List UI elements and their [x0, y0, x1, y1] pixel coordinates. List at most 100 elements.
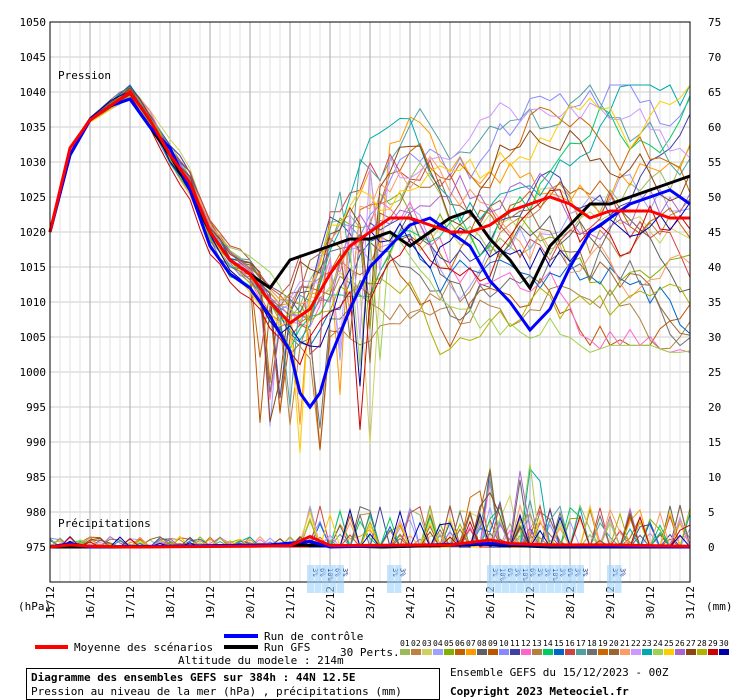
right-tick-label: 55 — [708, 156, 721, 169]
member-pressure-line-28 — [49, 91, 691, 356]
snow-marker — [494, 565, 502, 593]
snow-marker — [524, 565, 532, 593]
run-label: Ensemble GEFS du 15/12/2023 - 00Z — [450, 666, 669, 679]
snow-prob-label: 3% — [399, 568, 407, 577]
right-tick-label: 60 — [708, 121, 721, 134]
member-legend-swatch — [477, 649, 487, 655]
right-tick-label: 10 — [708, 471, 721, 484]
snow-prob-label: 3% — [619, 568, 627, 577]
member-legend-swatch — [433, 649, 443, 655]
left-tick-label: 980 — [26, 506, 46, 519]
snow-marker — [539, 565, 547, 593]
left-tick-label: 1035 — [20, 121, 47, 134]
snow-marker — [509, 565, 517, 593]
member-legend-swatch — [598, 649, 608, 655]
member-legend-swatch — [653, 649, 663, 655]
left-tick-label: 1030 — [20, 156, 47, 169]
snow-marker — [554, 565, 562, 593]
snow-marker — [607, 565, 614, 593]
copyright: Copyright 2023 Meteociel.fr — [450, 685, 629, 698]
snow-marker — [394, 565, 402, 593]
right-tick-label: 65 — [708, 86, 721, 99]
member-pressure-line-12 — [49, 87, 691, 400]
snow-marker — [532, 565, 539, 593]
legend-perts-label: 30 Perts. — [340, 646, 400, 659]
x-tick-label: 24/12 — [404, 586, 417, 619]
member-legend-id: 21 — [620, 639, 630, 648]
member-legend-swatch — [444, 649, 454, 655]
left-tick-label: 1000 — [20, 366, 47, 379]
mean-pressure-line — [48, 89, 690, 325]
x-tick-label: 22/12 — [324, 586, 337, 619]
x-tick-label: 15/12 — [44, 586, 57, 619]
right-tick-label: 35 — [708, 296, 721, 309]
snow-marker — [307, 565, 314, 593]
member-legend-id: 11 — [510, 639, 520, 648]
member-legend-id: 13 — [532, 639, 542, 648]
left-tick-label: 1020 — [20, 226, 47, 239]
member-legend-swatch — [554, 649, 564, 655]
left-tick-label: 1015 — [20, 261, 47, 274]
member-legend-swatch — [708, 649, 718, 655]
right-unit: (mm) — [706, 600, 733, 613]
snow-marker — [387, 565, 394, 593]
member-legend-id: 29 — [708, 639, 718, 648]
precip-label: Précipitations — [58, 517, 151, 530]
member-legend-id: 28 — [697, 639, 707, 648]
member-legend-id: 15 — [554, 639, 564, 648]
member-legend-swatch — [565, 649, 575, 655]
snow-marker — [502, 565, 509, 593]
member-legend-id: 04 — [433, 639, 443, 648]
member-legend-swatch — [499, 649, 509, 655]
x-tick-label: 19/12 — [204, 586, 217, 619]
member-legend-swatch — [620, 649, 630, 655]
member-legend-swatch — [422, 649, 432, 655]
member-legend-id: 05 — [444, 639, 454, 648]
title-box: Diagramme des ensembles GEFS sur 384h : … — [26, 668, 440, 700]
member-legend-id: 17 — [576, 639, 586, 648]
right-tick-label: 40 — [708, 261, 721, 274]
member-legend-id: 30 — [719, 639, 729, 648]
member-legend-id: 20 — [609, 639, 619, 648]
left-tick-label: 975 — [26, 541, 46, 554]
snow-prob-label: 3% — [341, 568, 349, 577]
right-tick-label: 70 — [708, 51, 721, 64]
member-legend-swatch — [466, 649, 476, 655]
member-legend-id: 08 — [477, 639, 487, 648]
x-tick-label: 18/12 — [164, 586, 177, 619]
member-legend-id: 26 — [675, 639, 685, 648]
member-legend-swatch — [543, 649, 553, 655]
member-legend-swatch — [411, 649, 421, 655]
member-legend-swatch — [576, 649, 586, 655]
right-tick-label: 45 — [708, 226, 721, 239]
x-tick-label: 30/12 — [644, 586, 657, 619]
member-legend-swatch — [510, 649, 520, 655]
member-legend-swatch — [455, 649, 465, 655]
member-legend-id: 12 — [521, 639, 531, 648]
member-legend-id: 16 — [565, 639, 575, 648]
left-tick-label: 995 — [26, 401, 46, 414]
right-tick-label: 20 — [708, 401, 721, 414]
x-tick-label: 27/12 — [524, 586, 537, 619]
snow-marker — [487, 565, 494, 593]
snow-marker — [314, 565, 322, 593]
member-legend-id: 25 — [664, 639, 674, 648]
chart-title: Diagramme des ensembles GEFS sur 384h : … — [31, 671, 356, 684]
x-tick-label: 20/12 — [244, 586, 257, 619]
left-unit: (hPa) — [18, 600, 51, 613]
x-tick-label: 29/12 — [604, 586, 617, 619]
left-tick-label: 1025 — [20, 191, 47, 204]
left-tick-label: 1010 — [20, 296, 47, 309]
member-legend-id: 23 — [642, 639, 652, 648]
gfs-pressure-line — [48, 97, 691, 291]
right-tick-label: 25 — [708, 366, 721, 379]
x-tick-label: 21/12 — [284, 586, 297, 619]
snow-marker — [562, 565, 569, 593]
x-tick-label: 28/12 — [564, 586, 577, 619]
member-legend-swatch — [587, 649, 597, 655]
main-lines — [48, 89, 691, 549]
member-legend-id: 09 — [488, 639, 498, 648]
member-legend-id: 19 — [598, 639, 608, 648]
right-tick-label: 0 — [708, 541, 715, 554]
